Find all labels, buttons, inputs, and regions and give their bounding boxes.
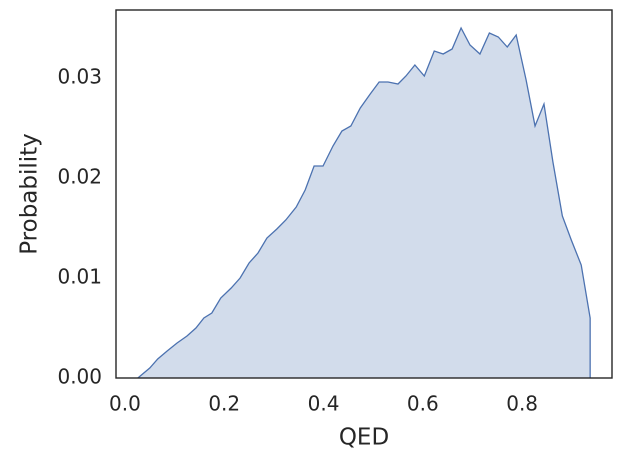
x-tick-label: 0.2 <box>208 392 240 416</box>
x-tick-label: 0.0 <box>109 392 141 416</box>
plot-frame <box>115 9 613 379</box>
x-tick-label: 0.6 <box>407 392 439 416</box>
area-line <box>137 26 591 379</box>
area-fill <box>137 28 591 378</box>
y-tick-label: 0.01 <box>57 265 102 289</box>
y-tick-label: 0.00 <box>57 365 102 389</box>
x-tick-label: 0.8 <box>506 392 538 416</box>
x-axis-label: QED <box>339 425 389 451</box>
y-tick-label: 0.02 <box>57 165 102 189</box>
x-tick-label: 0.4 <box>308 392 340 416</box>
y-axis-label: Probability <box>17 133 43 255</box>
y-tick-label: 0.03 <box>57 65 102 89</box>
